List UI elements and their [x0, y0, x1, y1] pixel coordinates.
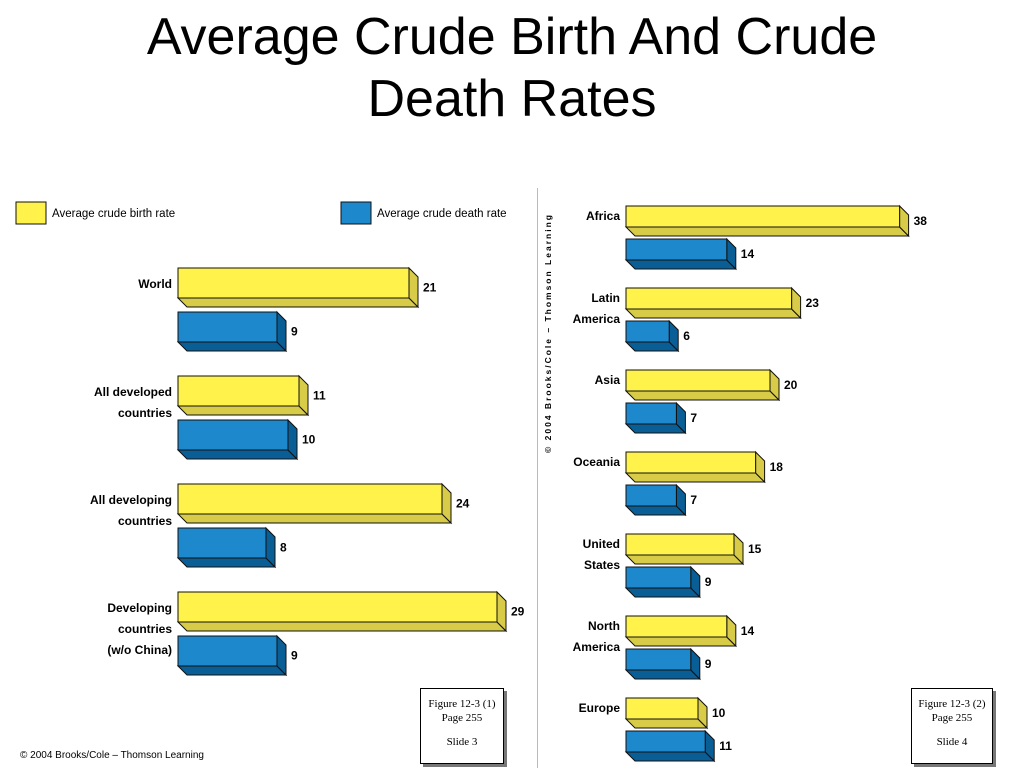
- value-label-birth-latin-america: 23: [806, 296, 820, 310]
- bar-birth-europe: [624, 696, 709, 730]
- bar-birth-africa: [624, 204, 910, 238]
- right-copyright: © 2004 Brooks/Cole – Thomson Learning: [543, 213, 553, 453]
- left-bar-chart: Average crude birth rate Average crude de…: [15, 201, 525, 677]
- bar-death-asia: [624, 401, 687, 435]
- category-label-north-america: North America: [573, 619, 621, 654]
- value-label-death-asia: 7: [690, 411, 697, 425]
- value-label-death-oceania: 7: [690, 493, 697, 507]
- bar-birth-united-states: [624, 532, 745, 566]
- value-label-death-united-states: 9: [705, 575, 712, 589]
- bar-birth-north-america: [624, 614, 738, 648]
- value-label-birth-oceania: 18: [770, 460, 784, 474]
- bar-death-europe: [624, 729, 716, 763]
- right-figure-number: Figure 12-3 (2): [918, 698, 986, 710]
- bar-death-all-developing-countries: [176, 526, 277, 569]
- value-label-birth-world: 21: [423, 281, 437, 295]
- right-chart-panel: 38 14 Africa 23 6 Latin America 20 7 Asia 18 7 Ocean…: [537, 188, 1024, 768]
- bar-birth-world: [176, 266, 420, 309]
- bar-birth-all-developing-countries: [176, 482, 453, 525]
- right-copyright-wrap: © 2004 Brooks/Cole – Thomson Learning: [540, 213, 556, 453]
- value-label-birth-all-developed-countries: 11: [313, 389, 326, 403]
- slide-title-line-2: Death Rates: [367, 70, 657, 128]
- bar-birth-all-developed-countries: [176, 374, 310, 417]
- bar-death-united-states: [624, 565, 702, 599]
- category-label-united-states: United States: [583, 537, 621, 572]
- slide-title-line-1: Average Crude Birth And Crude: [146, 8, 878, 66]
- legend-label-average-crude-birth-rate: Average crude birth rate: [52, 208, 175, 220]
- value-label-birth-asia: 20: [784, 378, 798, 392]
- bar-death-latin-america: [624, 319, 680, 353]
- bar-birth-developing-countries-w-o-china: [176, 590, 508, 633]
- right-figure-page: Page 255: [931, 712, 973, 724]
- right-figure-caption: Figure 12-3 (2) Page 255 Slide 4: [911, 688, 993, 764]
- category-label-all-developing-countries: All developing countries: [90, 493, 172, 528]
- value-label-birth-all-developing-countries: 24: [456, 497, 470, 511]
- category-label-asia: Asia: [595, 373, 621, 387]
- left-figure-slide: Slide 3: [446, 736, 478, 748]
- left-figure-caption: Figure 12-3 (1) Page 255 Slide 3: [420, 688, 504, 764]
- value-label-birth-europe: 10: [712, 706, 726, 720]
- value-label-birth-north-america: 14: [741, 624, 755, 638]
- bar-death-north-america: [624, 647, 702, 681]
- left-chart-panel: Average crude birth rate Average crude de…: [8, 188, 528, 768]
- value-label-birth-united-states: 15: [748, 542, 762, 556]
- value-label-birth-africa: 38: [914, 214, 928, 228]
- bar-death-africa: [624, 237, 738, 271]
- legend-swatch-average-crude-death-rate: [340, 201, 372, 225]
- value-label-death-world: 9: [291, 325, 298, 339]
- category-label-latin-america: Latin America: [573, 291, 621, 326]
- bar-death-oceania: [624, 483, 687, 517]
- bar-death-all-developed-countries: [176, 418, 299, 461]
- slide-title: Average Crude Birth And Crude Death Rate…: [0, 6, 1024, 130]
- left-figure-page: Page 255: [441, 712, 483, 724]
- right-figure-slide: Slide 4: [936, 736, 968, 748]
- value-label-death-all-developed-countries: 10: [302, 433, 316, 447]
- value-label-death-all-developing-countries: 8: [280, 541, 287, 555]
- left-copyright: © 2004 Brooks/Cole – Thomson Learning: [20, 750, 204, 761]
- right-bar-chart: 38 14 Africa 23 6 Latin America 20 7 Asia 18 7 Ocean…: [573, 204, 928, 763]
- value-label-death-africa: 14: [741, 247, 755, 261]
- legend-swatch-average-crude-birth-rate: [15, 201, 47, 225]
- category-label-oceania: Oceania: [573, 455, 620, 469]
- value-label-birth-developing-countries-w-o-china: 29: [511, 605, 525, 619]
- left-figure-number: Figure 12-3 (1): [428, 698, 496, 710]
- bar-death-developing-countries-w-o-china: [176, 634, 288, 677]
- category-label-all-developed-countries: All developed countries: [94, 385, 172, 420]
- legend-label-average-crude-death-rate: Average crude death rate: [377, 208, 507, 220]
- value-label-death-latin-america: 6: [683, 329, 690, 343]
- value-label-death-europe: 11: [719, 739, 732, 753]
- value-label-death-developing-countries-w-o-china: 9: [291, 649, 298, 663]
- value-label-death-north-america: 9: [705, 657, 712, 671]
- category-label-developing-countries-w-o-china: Developing countries (w/o China): [107, 601, 172, 657]
- category-label-africa: Africa: [586, 209, 620, 223]
- bar-birth-asia: [624, 368, 781, 402]
- category-label-world: World: [138, 277, 172, 291]
- bar-birth-oceania: [624, 450, 766, 484]
- category-label-europe: Europe: [579, 701, 621, 715]
- bar-birth-latin-america: [624, 286, 802, 320]
- bar-death-world: [176, 310, 288, 353]
